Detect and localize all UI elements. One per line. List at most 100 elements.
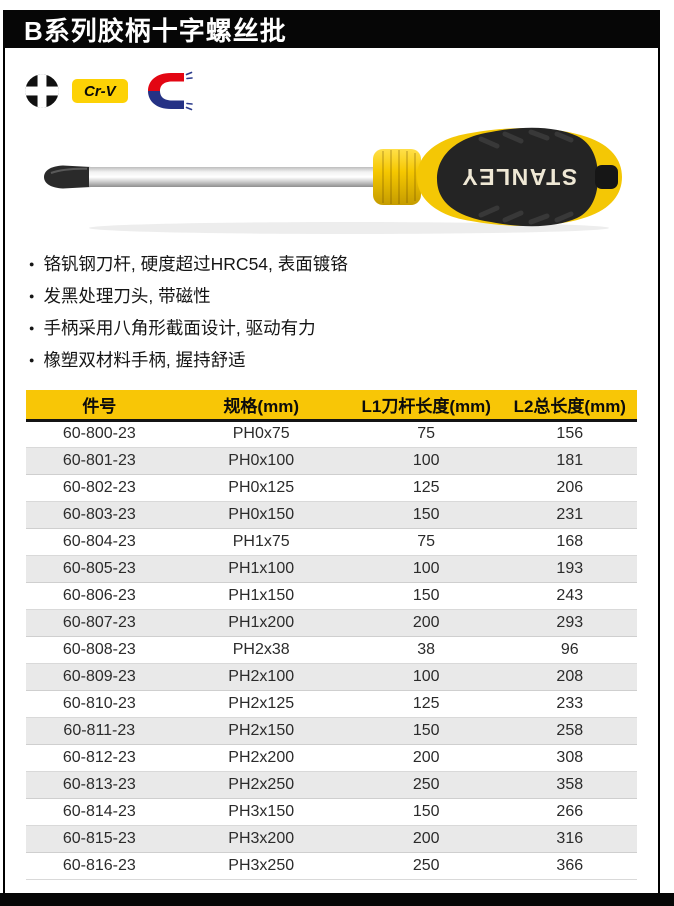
table-cell: 60-813-23: [26, 771, 173, 799]
table-cell: 206: [502, 474, 637, 502]
photo-shadow: [89, 222, 609, 234]
table-cell: PH3x200: [172, 825, 350, 853]
table-row: 60-806-23 PH1x150 150 243: [26, 582, 637, 610]
table-cell: PH0x125: [172, 474, 350, 502]
table-row: 60-803-23 PH0x150 150 231: [26, 501, 637, 529]
table-cell: 156: [502, 420, 637, 448]
table-cell: 200: [349, 825, 503, 853]
table-cell: PH0x75: [172, 420, 350, 448]
table-cell: PH1x200: [172, 609, 350, 637]
table-cell: 96: [502, 636, 637, 664]
table-cell: 75: [349, 420, 503, 448]
table-row: 60-815-23 PH3x200 200 316: [26, 825, 637, 853]
column-header-spec: 规格(mm): [172, 390, 350, 422]
feature-item: 铬钒钢刀杆, 硬度超过HRC54, 表面镀铬: [29, 250, 658, 282]
title-bar: B系列胶柄十字螺丝批: [3, 10, 660, 48]
table-cell: 60-812-23: [26, 744, 173, 772]
table-cell: 60-809-23: [26, 663, 173, 691]
handle-hole: [595, 165, 618, 189]
table-cell: 243: [502, 582, 637, 610]
table-header-row: 件号 规格(mm) L1刀杆长度(mm) L2总长度(mm): [26, 390, 637, 422]
product-photo: STANLEY: [25, 116, 638, 242]
table-cell: PH2x150: [172, 717, 350, 745]
table-cell: PH3x250: [172, 852, 350, 880]
table-cell: 200: [349, 609, 503, 637]
table-cell: 200: [349, 744, 503, 772]
magnet-icon: [147, 71, 193, 111]
table-row: 60-811-23 PH2x150 150 258: [26, 717, 637, 745]
brand-label: STANLEY: [461, 164, 577, 190]
table-cell: 60-811-23: [26, 717, 173, 745]
table-cell: PH3x150: [172, 798, 350, 826]
table-cell: PH2x100: [172, 663, 350, 691]
table-cell: PH2x38: [172, 636, 350, 664]
table-cell: 231: [502, 501, 637, 529]
feature-item: 发黑处理刀头, 带磁性: [29, 282, 658, 314]
table-row: 60-807-23 PH1x200 200 293: [26, 609, 637, 637]
column-header-l1-length: L1刀杆长度(mm): [349, 390, 503, 422]
table-cell: 100: [349, 555, 503, 583]
table-row: 60-810-23 PH2x125 125 233: [26, 690, 637, 718]
table-row: 60-809-23 PH2x100 100 208: [26, 663, 637, 691]
feature-item: 手柄采用八角形截面设计, 驱动有力: [29, 314, 658, 346]
table-cell: 60-801-23: [26, 447, 173, 475]
table-cell: 358: [502, 771, 637, 799]
crv-badge-label: Cr-V: [84, 82, 116, 100]
table-cell: PH2x125: [172, 690, 350, 718]
phillips-icon: [25, 74, 59, 108]
table-cell: 150: [349, 798, 503, 826]
driver-shaft: [89, 167, 377, 187]
page-title: B系列胶柄十字螺丝批: [24, 15, 287, 46]
table-cell: 60-802-23: [26, 474, 173, 502]
table-cell: 308: [502, 744, 637, 772]
table-cell: 150: [349, 582, 503, 610]
screwdriver-image: STANLEY: [44, 127, 622, 234]
table-cell: PH2x250: [172, 771, 350, 799]
table-cell: PH2x200: [172, 744, 350, 772]
table-cell: PH1x75: [172, 528, 350, 556]
feature-item: 橡塑双材料手柄, 握持舒适: [29, 346, 658, 378]
column-header-l2-length: L2总长度(mm): [502, 390, 637, 422]
features-list: 铬钒钢刀杆, 硬度超过HRC54, 表面镀铬 发黑处理刀头, 带磁性 手柄采用八…: [29, 250, 658, 378]
table-cell: 181: [502, 447, 637, 475]
crv-badge: Cr-V: [72, 79, 128, 103]
table-cell: 258: [502, 717, 637, 745]
feature-text: 手柄采用八角形截面设计, 驱动有力: [43, 318, 316, 338]
table-cell: 193: [502, 555, 637, 583]
table-cell: 250: [349, 852, 503, 880]
feature-text: 橡塑双材料手柄, 握持舒适: [43, 350, 246, 370]
spec-table-body: 60-800-23 PH0x75 75 156 60-801-23 PH0x100 100 1…: [26, 420, 637, 880]
table-cell: 38: [349, 636, 503, 664]
table-cell: PH1x100: [172, 555, 350, 583]
table-row: 60-812-23 PH2x200 200 308: [26, 744, 637, 772]
table-row: 60-808-23 PH2x38 38 96: [26, 636, 637, 664]
table-row: 60-813-23 PH2x250 250 358: [26, 771, 637, 799]
top-margin: [0, 0, 674, 10]
table-cell: 60-810-23: [26, 690, 173, 718]
table-cell: 75: [349, 528, 503, 556]
table-cell: 60-816-23: [26, 852, 173, 880]
table-row: 60-816-23 PH3x250 250 366: [26, 852, 637, 880]
table-row: 60-814-23 PH3x150 150 266: [26, 798, 637, 826]
driver-collar: [373, 149, 421, 205]
table-cell: 266: [502, 798, 637, 826]
table-cell: 100: [349, 447, 503, 475]
feature-text: 发黑处理刀头, 带磁性: [43, 286, 211, 306]
table-cell: 366: [502, 852, 637, 880]
table-cell: 125: [349, 474, 503, 502]
table-cell: 60-807-23: [26, 609, 173, 637]
table-cell: 60-815-23: [26, 825, 173, 853]
table-cell: 316: [502, 825, 637, 853]
table-cell: PH1x150: [172, 582, 350, 610]
table-row: 60-801-23 PH0x100 100 181: [26, 447, 637, 475]
table-cell: 293: [502, 609, 637, 637]
table-cell: 250: [349, 771, 503, 799]
table-cell: 60-803-23: [26, 501, 173, 529]
feature-text: 铬钒钢刀杆, 硬度超过HRC54, 表面镀铬: [43, 254, 348, 274]
table-cell: 60-804-23: [26, 528, 173, 556]
table-cell: PH0x100: [172, 447, 350, 475]
content-frame: Cr-V: [3, 48, 660, 893]
table-row: 60-805-23 PH1x100 100 193: [26, 555, 637, 583]
table-cell: 60-806-23: [26, 582, 173, 610]
